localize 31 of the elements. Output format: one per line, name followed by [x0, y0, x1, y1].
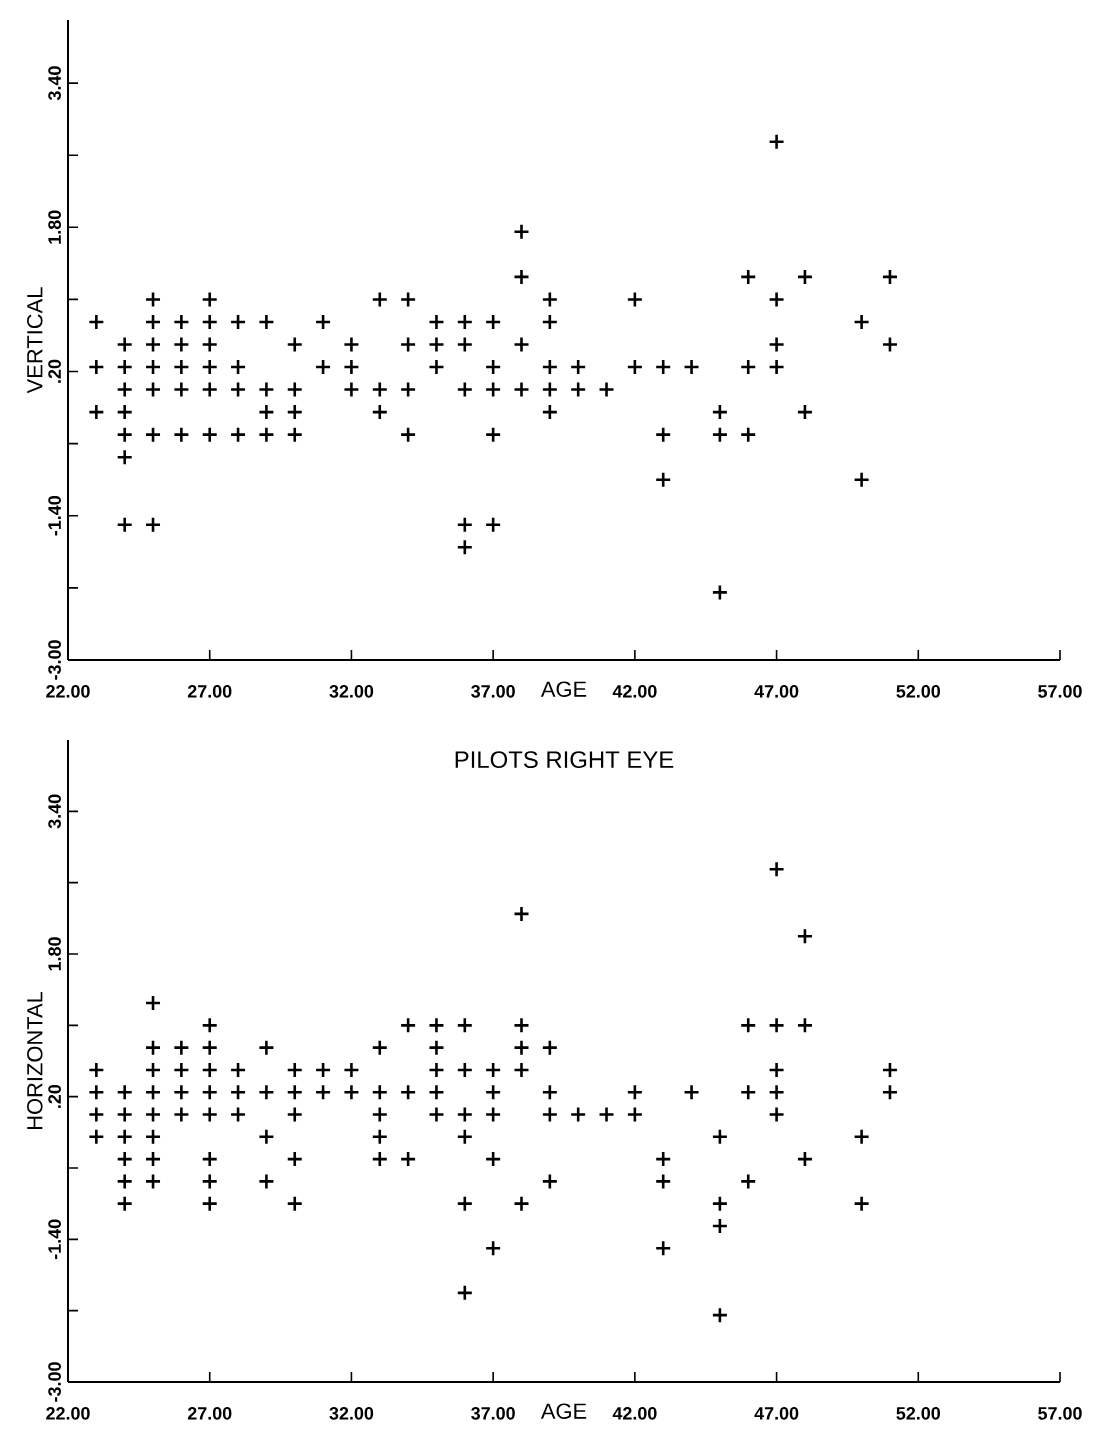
x-tick-label: 37.00 — [471, 1407, 515, 1420]
x-tick-label: 57.00 — [1038, 1407, 1082, 1420]
y-tick-label: 1.80 — [48, 210, 61, 244]
x-tick-label: 57.00 — [1038, 685, 1082, 698]
x-tick-label: 37.00 — [471, 685, 515, 698]
x-axis-title: AGE — [540, 681, 587, 697]
y-axis-title: HORIZONTAL — [27, 991, 43, 1130]
x-tick-label: 42.00 — [612, 685, 657, 698]
x-tick-label: 52.00 — [896, 685, 941, 698]
y-tick-label: 3.40 — [48, 794, 61, 829]
x-axis-title: AGE — [540, 1403, 587, 1419]
y-tick-label: 3.40 — [48, 66, 61, 101]
x-tick-label: 32.00 — [329, 1407, 374, 1420]
y-tick-label: 1.80 — [48, 937, 61, 971]
x-tick-label: 22.00 — [46, 685, 90, 698]
x-tick-label: 32.00 — [329, 685, 374, 698]
x-tick-label: 52.00 — [896, 1407, 941, 1420]
x-tick-label: 42.00 — [612, 1407, 657, 1420]
x-tick-label: 27.00 — [187, 685, 232, 698]
y-tick-label: -1.40 — [48, 496, 61, 536]
y-axis-title: VERTICAL — [27, 287, 43, 394]
y-tick-label: -1.40 — [48, 1219, 61, 1260]
x-tick-label: 47.00 — [754, 1407, 799, 1420]
x-tick-label: 22.00 — [46, 1407, 90, 1420]
y-tick-label: .20 — [48, 359, 61, 383]
chart-title: PILOTS RIGHT EYE — [455, 751, 674, 769]
y-tick-label: -3.00 — [48, 640, 61, 680]
y-tick-label: .20 — [48, 1084, 61, 1108]
x-tick-label: 27.00 — [187, 1407, 232, 1420]
x-tick-label: 47.00 — [754, 685, 799, 698]
y-tick-label: -3.00 — [48, 1362, 61, 1402]
